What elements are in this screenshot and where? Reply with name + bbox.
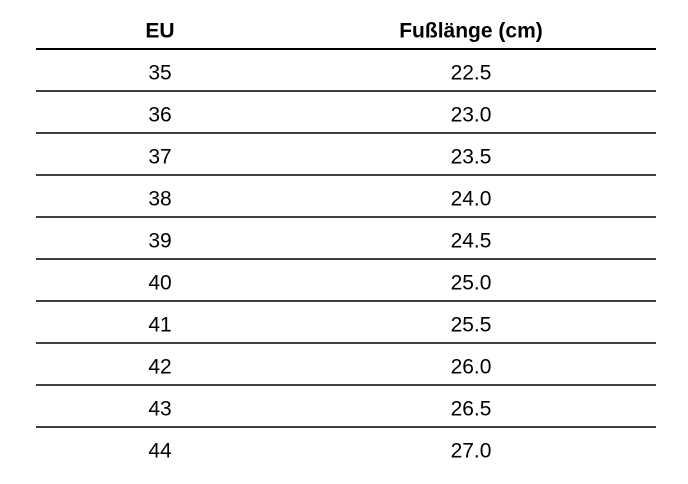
table-cell: 44	[148, 440, 172, 463]
table-cell: 25.5	[451, 314, 492, 337]
table-cell: 41	[148, 314, 171, 337]
table-cell: 38	[148, 188, 171, 211]
table-cell: 37	[148, 146, 171, 169]
table-cell: 23.0	[451, 104, 492, 127]
header-cell: Fußlänge (cm)	[399, 20, 543, 43]
table-cell: 24.0	[451, 188, 492, 211]
table-cell: 25.0	[451, 272, 492, 295]
table-cell: 22.5	[451, 62, 492, 85]
table-cell: 26.0	[451, 356, 492, 379]
table-cell: 43	[148, 398, 171, 421]
table-cell: 40	[148, 272, 171, 295]
table-cell: 23.5	[451, 146, 492, 169]
table-cell: 35	[148, 62, 171, 85]
table-cell: 26.5	[451, 398, 492, 421]
header-cell: EU	[145, 20, 174, 43]
table-cell: 36	[148, 104, 171, 127]
table-cell: 27.0	[451, 440, 492, 463]
table-cell: 24.5	[451, 230, 492, 253]
table-cell: 39	[148, 230, 171, 253]
table-cell: 42	[148, 356, 171, 379]
